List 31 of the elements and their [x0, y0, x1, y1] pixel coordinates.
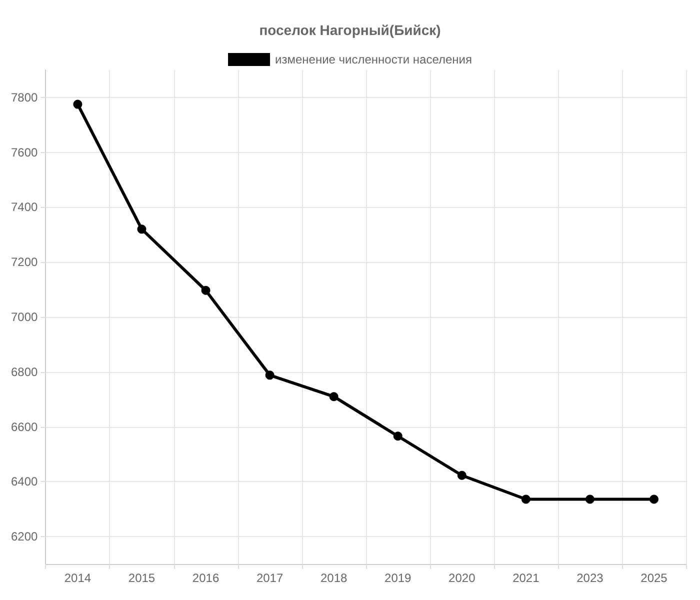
y-tick-label: 7600	[10, 145, 38, 160]
point	[585, 494, 594, 504]
point	[649, 494, 658, 504]
point	[265, 370, 274, 380]
x-tick-label: 2025	[640, 571, 668, 585]
x-tick-label: 2021	[512, 571, 540, 585]
chart-title: поселок Нагорный(Бийск)	[259, 22, 441, 38]
x-tick-label: 2015	[128, 571, 156, 585]
point	[457, 470, 466, 480]
legend-label: изменение численности населения	[275, 52, 472, 66]
y-tick-label: 6800	[10, 364, 38, 379]
point	[521, 494, 530, 504]
point	[393, 432, 402, 441]
point	[201, 286, 210, 295]
x-tick-label: 2023	[576, 571, 604, 585]
x-tick-label: 2018	[320, 571, 348, 585]
x-tick-label: 2019	[384, 571, 412, 585]
point	[73, 100, 82, 109]
point	[137, 224, 146, 234]
y-tick-label: 6400	[10, 474, 38, 489]
y-tick-label: 6200	[10, 530, 38, 544]
point	[329, 392, 338, 402]
y-tick-label: 7800	[10, 90, 38, 104]
x-tick-label: 2016	[192, 571, 220, 585]
x-tick-label: 2020	[448, 571, 476, 585]
x-tick-label: 2017	[256, 571, 284, 585]
y-tick-label: 7400	[10, 200, 38, 214]
y-tick-label: 6600	[10, 420, 38, 434]
y-tick-label: 7200	[10, 255, 38, 270]
x-tick-label: 2014	[64, 571, 92, 585]
y-tick-label: 7000	[10, 310, 38, 324]
